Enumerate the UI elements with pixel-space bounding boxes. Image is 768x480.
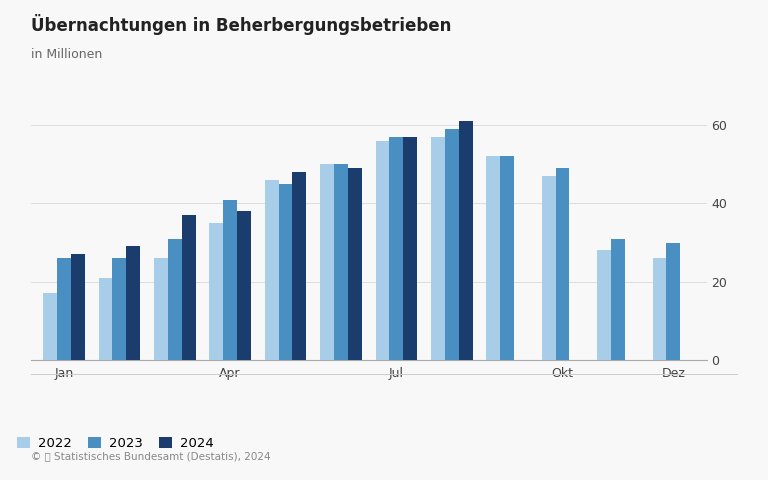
Bar bbox=[431, 137, 445, 360]
Text: © 📊 Statistisches Bundesamt (Destatis), 2024: © 📊 Statistisches Bundesamt (Destatis), … bbox=[31, 451, 270, 461]
Bar bbox=[667, 242, 680, 360]
Bar bbox=[126, 247, 140, 360]
Bar bbox=[71, 254, 84, 360]
Bar bbox=[445, 129, 458, 360]
Bar bbox=[57, 258, 71, 360]
Legend: 2022, 2023, 2024: 2022, 2023, 2024 bbox=[17, 437, 214, 450]
Bar bbox=[541, 176, 555, 360]
Bar bbox=[598, 251, 611, 360]
Bar bbox=[293, 172, 306, 360]
Bar bbox=[112, 258, 126, 360]
Bar bbox=[210, 223, 223, 360]
Bar bbox=[403, 137, 417, 360]
Bar bbox=[237, 211, 251, 360]
Bar bbox=[265, 180, 279, 360]
Bar bbox=[43, 293, 57, 360]
Bar bbox=[223, 200, 237, 360]
Bar bbox=[458, 121, 472, 360]
Bar bbox=[182, 215, 196, 360]
Bar bbox=[555, 168, 569, 360]
Bar bbox=[168, 239, 182, 360]
Bar bbox=[334, 164, 348, 360]
Bar bbox=[653, 258, 667, 360]
Text: Übernachtungen in Beherbergungsbetrieben: Übernachtungen in Beherbergungsbetrieben bbox=[31, 14, 451, 36]
Text: in Millionen: in Millionen bbox=[31, 48, 102, 61]
Bar bbox=[611, 239, 625, 360]
Bar bbox=[279, 184, 293, 360]
Bar bbox=[486, 156, 500, 360]
Bar bbox=[389, 137, 403, 360]
Bar bbox=[154, 258, 168, 360]
Bar bbox=[348, 168, 362, 360]
Bar bbox=[320, 164, 334, 360]
Bar bbox=[500, 156, 514, 360]
Bar bbox=[98, 278, 112, 360]
Bar bbox=[376, 141, 389, 360]
